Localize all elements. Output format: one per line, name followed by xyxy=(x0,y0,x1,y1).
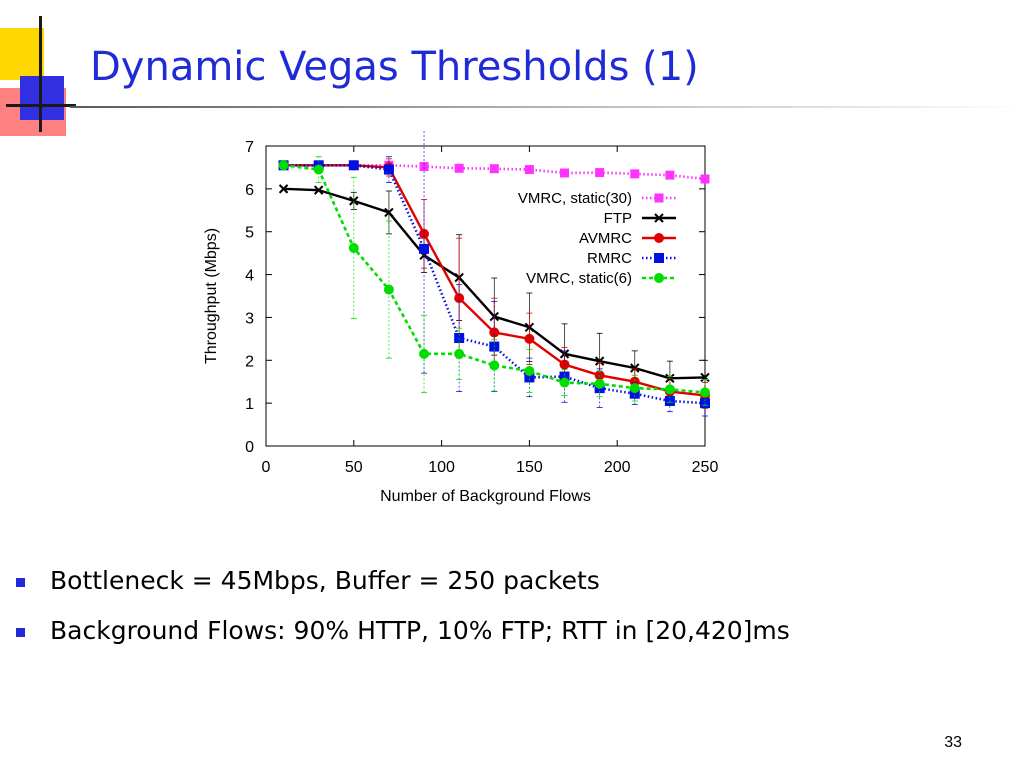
data-point xyxy=(630,363,640,373)
y-tick-label: 6 xyxy=(245,182,254,199)
x-tick-label: 0 xyxy=(262,459,271,476)
x-tick-label: 100 xyxy=(428,459,455,476)
y-tick-label: 0 xyxy=(245,439,254,456)
title-divider xyxy=(70,106,1024,108)
y-tick-label: 2 xyxy=(245,353,254,370)
slide-title: Dynamic Vegas Thresholds (1) xyxy=(90,44,699,90)
data-point xyxy=(278,160,289,171)
data-point xyxy=(313,185,324,195)
data-point xyxy=(665,170,675,180)
data-point xyxy=(665,373,675,383)
data-point xyxy=(629,383,640,394)
y-tick-label: 4 xyxy=(245,268,254,285)
data-point xyxy=(278,184,289,194)
data-point xyxy=(700,398,710,409)
data-point xyxy=(664,384,675,395)
data-point xyxy=(489,164,499,174)
data-point xyxy=(489,327,500,338)
corner-blue-square xyxy=(20,76,64,120)
data-point-stroke xyxy=(313,185,324,195)
y-tick-label: 3 xyxy=(245,310,254,327)
data-point xyxy=(454,348,465,359)
x-axis-label: Number of Background Flows xyxy=(380,488,591,505)
x-tick-label: 200 xyxy=(604,459,631,476)
throughput-chart: 0 1 2 3 4 5 6 7 0 50 100 150 200 250 Number of Backgro… xyxy=(203,130,719,505)
data-point xyxy=(524,165,534,175)
legend-label: RMRC xyxy=(587,250,632,267)
data-point xyxy=(383,284,394,295)
data-point xyxy=(630,169,640,179)
bullet-item: Bottleneck = 45Mbps, Buffer = 250 packet… xyxy=(16,566,790,616)
data-point xyxy=(654,213,664,223)
square-bullet-icon xyxy=(16,628,25,637)
error-bar xyxy=(350,176,357,320)
plot-frame xyxy=(265,145,706,447)
y-axis-label: Throughput (Mbps) xyxy=(203,228,220,364)
data-point xyxy=(594,356,605,366)
data-point xyxy=(654,253,664,263)
bullet-item: Background Flows: 90% HTTP, 10% FTP; RTT… xyxy=(16,616,790,666)
corner-horizontal-line xyxy=(6,104,76,107)
y-tick-label: 7 xyxy=(245,139,254,156)
square-bullet-icon xyxy=(16,578,25,587)
data-point-stroke xyxy=(665,373,675,383)
data-point-stroke xyxy=(278,184,289,194)
data-point xyxy=(313,164,324,175)
data-point xyxy=(594,378,605,389)
y-tick-label: 5 xyxy=(245,225,254,242)
data-point-stroke xyxy=(654,213,664,223)
data-point xyxy=(700,174,710,184)
legend: VMRC, static(30) FTP AVMRC RMRC VMRC, static… xyxy=(518,190,676,287)
data-point xyxy=(419,243,430,254)
data-point xyxy=(419,348,430,359)
data-point xyxy=(454,163,464,173)
data-point xyxy=(654,273,664,283)
data-point xyxy=(348,243,359,253)
x-tick-label: 250 xyxy=(692,459,719,476)
x-tick-label: 150 xyxy=(516,459,543,476)
data-point xyxy=(654,193,664,203)
page-number: 33 xyxy=(944,734,962,751)
y-tick-label: 1 xyxy=(245,396,254,413)
data-point xyxy=(595,168,605,178)
series-1 xyxy=(279,160,710,184)
data-point xyxy=(654,233,664,243)
data-point-stroke xyxy=(384,207,394,218)
data-point-stroke xyxy=(594,356,605,366)
bullet-list: Bottleneck = 45Mbps, Buffer = 250 packet… xyxy=(16,566,790,666)
data-point-stroke xyxy=(630,363,640,373)
legend-label: VMRC, static(30) xyxy=(518,190,632,207)
bullet-text: Background Flows: 90% HTTP, 10% FTP; RTT… xyxy=(50,616,790,645)
data-point xyxy=(383,164,394,175)
data-point xyxy=(524,333,535,344)
data-point xyxy=(419,162,429,172)
legend-label: VMRC, static(6) xyxy=(526,270,632,287)
data-point xyxy=(489,360,500,371)
bullet-text: Bottleneck = 45Mbps, Buffer = 250 packet… xyxy=(50,566,600,595)
data-point xyxy=(700,387,710,398)
data-point xyxy=(700,372,710,383)
data-point xyxy=(419,228,430,239)
x-tick-label: 50 xyxy=(345,459,363,476)
data-point xyxy=(560,168,570,178)
data-point xyxy=(524,366,535,376)
data-point xyxy=(348,160,359,171)
data-point xyxy=(559,377,570,388)
error-bar xyxy=(421,314,428,393)
corner-yellow-square xyxy=(0,28,44,80)
legend-label: FTP xyxy=(604,210,632,227)
error-bar xyxy=(526,357,533,398)
corner-vertical-line xyxy=(39,16,42,132)
data-point xyxy=(384,207,394,218)
legend-label: AVMRC xyxy=(579,230,632,247)
data-point-stroke xyxy=(700,372,710,383)
series-5 xyxy=(278,156,710,406)
